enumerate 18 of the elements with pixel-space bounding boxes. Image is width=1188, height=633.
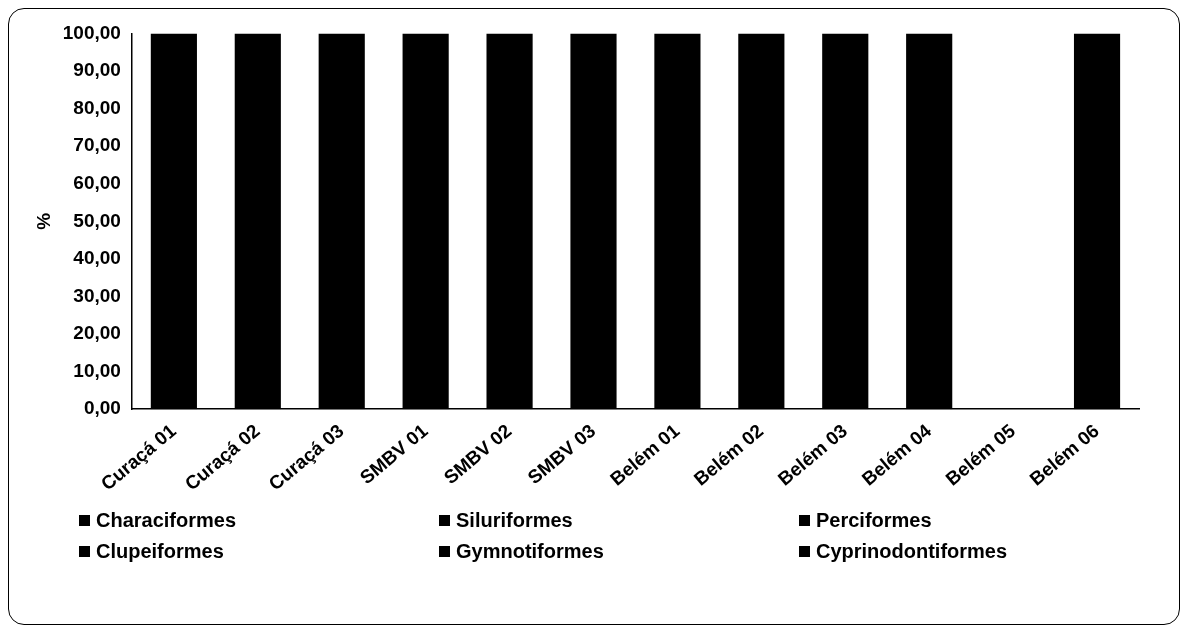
y-tick-label: 60,00 xyxy=(73,171,121,193)
legend-label: Gymnotiformes xyxy=(456,540,604,563)
y-tick-label: 40,00 xyxy=(73,247,121,269)
y-tick-label: 10,00 xyxy=(73,359,121,381)
y-tick-label: 20,00 xyxy=(73,322,121,344)
y-tick-label: 70,00 xyxy=(73,134,121,156)
y-tick-label: 30,00 xyxy=(73,284,121,306)
y-tick-label: 100,00 xyxy=(62,21,121,43)
legend-label: Clupeiformes xyxy=(96,540,224,563)
y-tick-label: 0,00 xyxy=(83,397,121,419)
y-axis-title: % xyxy=(32,212,54,230)
y-tick-label: 50,00 xyxy=(73,209,121,231)
legend-label: Siluriformes xyxy=(456,509,573,532)
legend-label: Characiformes xyxy=(96,509,237,532)
legend-label: Perciformes xyxy=(816,509,932,532)
y-tick-label: 80,00 xyxy=(73,96,121,118)
legend-label: Cyprinodontiformes xyxy=(816,540,1008,563)
y-tick-label: 90,00 xyxy=(73,59,121,81)
